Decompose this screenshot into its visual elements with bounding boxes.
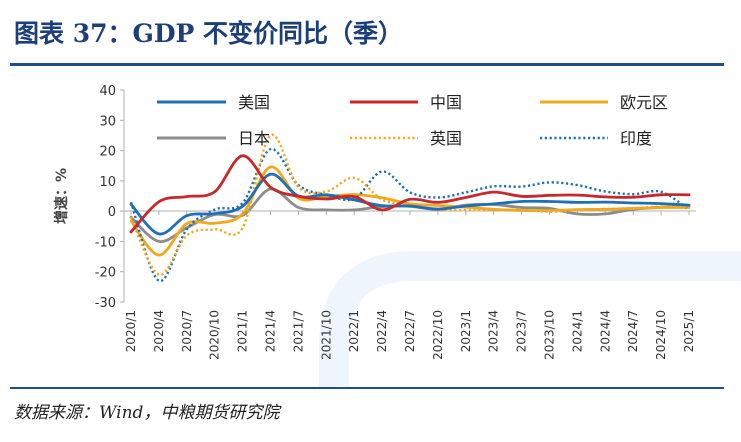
x-tick-label: 2022/4 bbox=[375, 310, 389, 352]
x-tick-label: 2023/7 bbox=[515, 310, 529, 352]
x-tick-label: 2021/10 bbox=[319, 310, 333, 360]
y-tick-label: 40 bbox=[99, 84, 116, 99]
x-tick-label: 2020/10 bbox=[208, 310, 222, 360]
x-tick-label: 2025/1 bbox=[682, 310, 696, 352]
data-source-note: 数据来源：Wind，中粮期货研究院 bbox=[14, 403, 280, 423]
x-tick-label: 2021/7 bbox=[291, 310, 305, 352]
x-tick-label: 2024/1 bbox=[570, 310, 584, 352]
background-watermark bbox=[319, 251, 741, 387]
y-tick-label: -10 bbox=[95, 235, 116, 250]
x-tick-label: 2020/7 bbox=[180, 310, 194, 352]
figure-title: 图表 37：GDP 不变价同比（季） bbox=[14, 19, 404, 48]
y-tick-label: 20 bbox=[99, 145, 116, 160]
y-tick-label: -30 bbox=[95, 296, 116, 311]
footer-rule bbox=[10, 387, 724, 389]
legend-label-1: 中国 bbox=[430, 93, 462, 112]
series-line-0 bbox=[129, 172, 691, 236]
x-tick-label: 2021/1 bbox=[236, 310, 250, 352]
legend-label-4: 英国 bbox=[430, 129, 462, 148]
legend-label-3: 日本 bbox=[238, 129, 270, 148]
x-tick-label: 2024/10 bbox=[654, 310, 668, 360]
title-underline bbox=[10, 63, 724, 66]
y-tick-label: 10 bbox=[99, 175, 116, 190]
x-tick-label: 2023/4 bbox=[487, 310, 501, 352]
y-tick-label: 30 bbox=[99, 114, 116, 129]
series-line-2 bbox=[129, 165, 691, 257]
x-axis-ticks: 2020/1 2020/4 2020/7 2020/10 2021/1 2021/4 202… bbox=[124, 211, 696, 360]
y-tick-label: 0 bbox=[108, 205, 116, 220]
series-line-1 bbox=[129, 154, 691, 234]
x-tick-label: 2020/1 bbox=[124, 310, 138, 352]
y-tick-label: -20 bbox=[95, 266, 116, 281]
y-axis-ticks: -30 -20 -10 0 10 20 30 40 bbox=[95, 84, 124, 311]
series-lines bbox=[129, 133, 691, 283]
legend-label-0: 美国 bbox=[238, 93, 270, 112]
x-tick-label: 2024/7 bbox=[626, 310, 640, 352]
x-tick-label: 2022/1 bbox=[347, 310, 361, 352]
series-line-5 bbox=[129, 147, 690, 283]
x-tick-label: 2021/4 bbox=[263, 310, 277, 352]
x-tick-label: 2024/4 bbox=[598, 310, 612, 352]
legend-label-5: 印度 bbox=[620, 129, 652, 148]
legend-label-2: 欧元区 bbox=[620, 93, 668, 112]
x-tick-label: 2023/1 bbox=[459, 310, 473, 352]
y-axis-label: 增速：% bbox=[53, 168, 70, 224]
x-tick-label: 2020/4 bbox=[152, 310, 166, 352]
x-tick-label: 2022/10 bbox=[431, 310, 445, 360]
series-line-4 bbox=[129, 133, 690, 276]
x-tick-label: 2022/7 bbox=[403, 310, 417, 352]
x-tick-label: 2023/10 bbox=[543, 310, 557, 360]
